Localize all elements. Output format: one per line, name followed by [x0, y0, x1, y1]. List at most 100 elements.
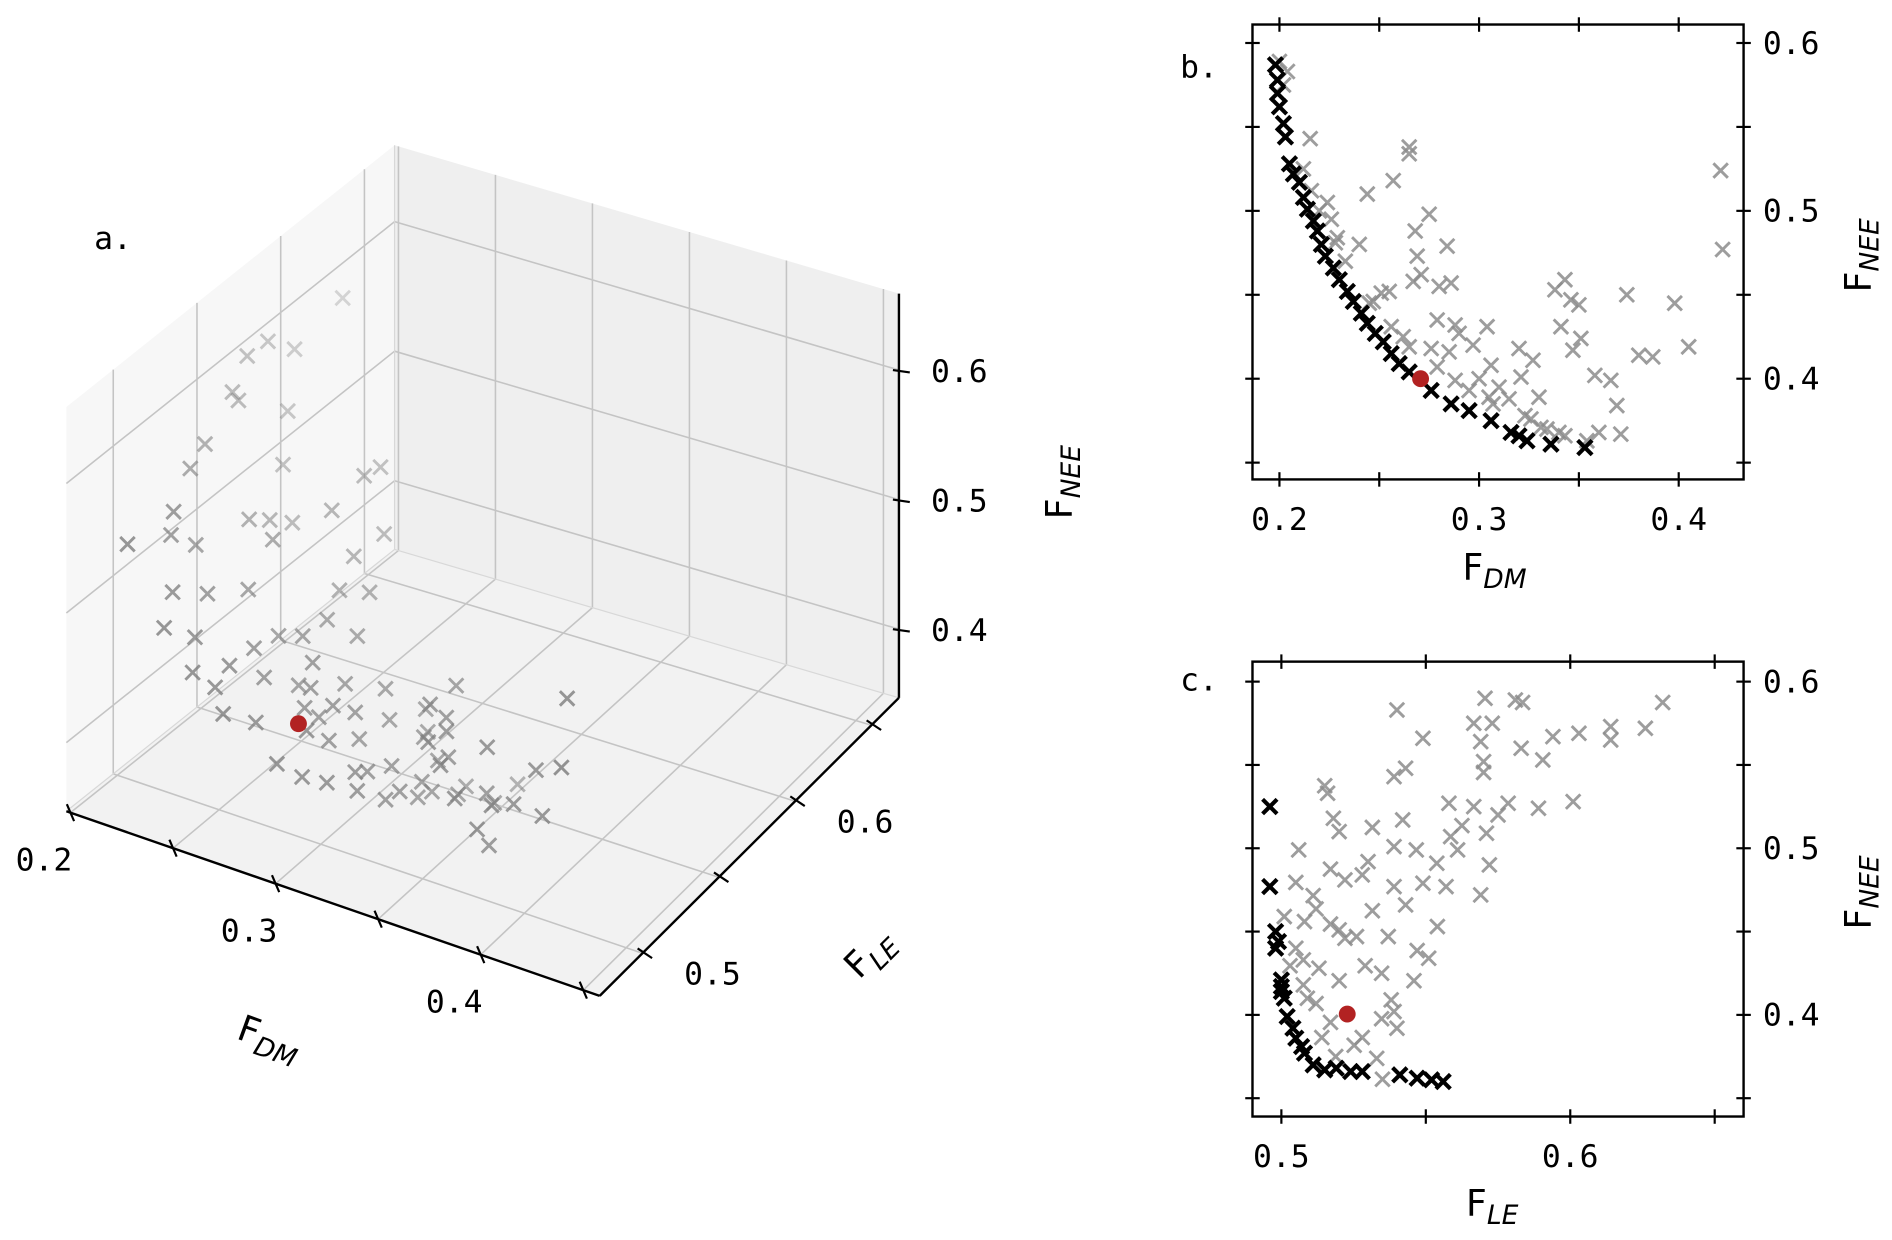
panel-b-xlabel-main: F: [1462, 546, 1483, 589]
data-point-dominated: [1470, 370, 1488, 387]
data-point: [323, 502, 341, 519]
data-point-dominated: [1450, 325, 1468, 342]
data-point-dominated: [1394, 328, 1412, 346]
data-point: [468, 821, 486, 838]
data-point: [290, 677, 307, 694]
data-point-dominated: [1400, 145, 1418, 163]
data-point-dominated: [1379, 928, 1397, 945]
data-point-dominated: [1483, 715, 1501, 732]
data-point-dominated: [1307, 900, 1325, 918]
data-point-non-dominated: [1304, 212, 1323, 230]
panel-c-ylabel-sub: NEE: [1855, 855, 1886, 909]
data-point: [355, 467, 373, 485]
data-point: [553, 759, 570, 776]
panel-c-ylabel-main: F: [1836, 909, 1879, 930]
data-point-dominated: [1310, 959, 1328, 977]
data-point: [187, 536, 205, 554]
data-point: [534, 807, 551, 825]
data-point-dominated: [1637, 720, 1654, 737]
floor-grid-line: [582, 692, 884, 991]
data-point-dominated: [1384, 172, 1402, 189]
data-point-dominated: [1481, 856, 1498, 874]
panel-b-label: b.: [1180, 50, 1218, 86]
data-point-non-dominated: [1576, 438, 1594, 457]
data-point: [483, 797, 500, 814]
data-point-dominated: [1295, 951, 1312, 969]
data-point-dominated: [1323, 210, 1340, 228]
data-point-dominated: [1564, 793, 1582, 810]
panel-c-xlabel-sub: LE: [1487, 1200, 1519, 1231]
reference-point: [1412, 370, 1430, 388]
panel-a-zlabel-sub: NEE: [1056, 445, 1087, 499]
x-tick-label: 0.3: [221, 914, 278, 950]
data-point-dominated: [1420, 205, 1438, 223]
data-point-dominated: [1359, 185, 1376, 203]
data-point-dominated: [1602, 718, 1619, 735]
y-tick-label: 0.4: [1763, 362, 1820, 398]
data-point-dominated: [1319, 785, 1336, 802]
panel-a-xlabel-sub: DM: [250, 1031, 301, 1075]
data-point-dominated: [1608, 397, 1626, 414]
panel-b-xlabel-sub: DM: [1483, 564, 1526, 595]
data-point-non-dominated: [1374, 333, 1392, 351]
data-point-non-dominated: [1460, 401, 1478, 420]
data-point-dominated: [1329, 229, 1346, 246]
data-point-dominated: [1322, 1014, 1339, 1031]
data-point-dominated: [1516, 407, 1534, 424]
data-point-non-dominated: [1353, 1062, 1371, 1081]
data-point: [349, 782, 366, 800]
panel-b-scatter: 0.2 0.3 0.40.40.50.6 b. FDM FNEE: [1180, 17, 1886, 595]
data-point: [196, 435, 214, 453]
data-point-dominated: [1680, 338, 1697, 356]
data-point: [421, 696, 439, 713]
data-point-dominated: [1385, 768, 1403, 785]
data-point: [558, 690, 576, 707]
plot-frame: [1251, 660, 1745, 1118]
floor-grid-line: [364, 572, 872, 726]
data-point-dominated: [1712, 162, 1729, 179]
data-point-dominated: [1385, 878, 1403, 895]
back-grid-line: [394, 350, 900, 501]
data-point: [268, 755, 286, 773]
data-point-dominated: [1590, 424, 1608, 441]
left-grid-line: [65, 221, 396, 485]
data-point-dominated: [1408, 841, 1425, 859]
data-point-dominated: [1359, 853, 1377, 870]
data-point-non-dominated: [1308, 222, 1327, 240]
data-point-dominated: [1446, 316, 1464, 334]
y-tick: [713, 871, 730, 883]
data-point: [255, 669, 273, 686]
panel-b-plot-area: 0.2 0.3 0.4 0.4 0.5 0.6: [1245, 17, 1820, 538]
data-point-dominated: [1512, 368, 1530, 386]
data-point: [155, 619, 173, 637]
panel-a-panes: [66, 145, 899, 996]
data-point: [527, 761, 545, 779]
back-grid-line: [394, 220, 900, 371]
data-point-dominated: [1388, 701, 1406, 719]
data-point-dominated: [1414, 730, 1432, 747]
data-point: [270, 627, 287, 645]
data-point-dominated: [1564, 341, 1582, 359]
data-point: [509, 776, 526, 793]
data-point-dominated: [1644, 348, 1662, 366]
data-point: [377, 680, 394, 698]
data-point: [293, 768, 311, 786]
data-point: [345, 548, 363, 565]
data-point: [478, 738, 496, 756]
data-point-dominated: [1336, 871, 1354, 889]
data-point-dominated: [1296, 913, 1313, 930]
data-point-non-dominated: [1442, 395, 1460, 413]
data-point-non-dominated: [1280, 155, 1299, 173]
data-point-dominated: [1556, 271, 1574, 288]
x-axis-line: [65, 810, 601, 998]
z-tick: [892, 498, 910, 504]
data-point: [438, 709, 455, 726]
data-point-dominated: [1307, 995, 1325, 1012]
x-tick-label: 0.5: [1253, 1139, 1310, 1175]
data-point: [324, 697, 342, 714]
data-point: [259, 333, 277, 350]
panel-a-label: a.: [94, 221, 132, 257]
data-point-dominated: [1612, 425, 1630, 443]
pane-edge: [394, 548, 900, 699]
data-point-dominated: [1428, 311, 1446, 329]
